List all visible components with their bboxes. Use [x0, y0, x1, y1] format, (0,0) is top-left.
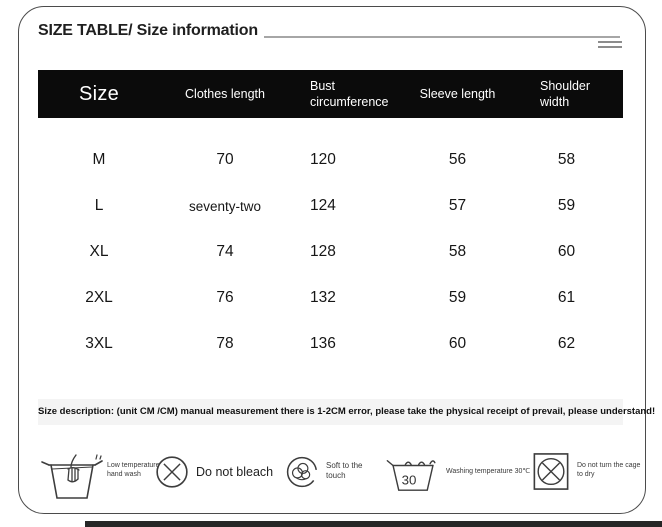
- size-table-body: M 70 120 56 58 L seventy-two 124 57 59 X…: [38, 137, 623, 367]
- cell-clothes: 78: [216, 335, 234, 352]
- care-label-do-not-tumble-dry: Do not turn the cage to dry: [577, 462, 641, 479]
- cell-bust: 128: [310, 243, 336, 260]
- cell-clothes: 76: [216, 289, 234, 306]
- cell-clothes: 74: [216, 243, 234, 260]
- soft-touch-icon: [284, 454, 320, 490]
- cell-bust: 124: [310, 197, 336, 214]
- size-description-note: Size description: (unit CM /CM) manual m…: [38, 399, 655, 425]
- column-header-size: Size: [78, 83, 120, 105]
- size-table-header: Size Clothes length Bust circumference S…: [38, 70, 623, 118]
- hand-wash-icon: [40, 452, 104, 502]
- table-row: XL 74 128 58 60: [38, 229, 623, 275]
- cell-clothes: 70: [216, 151, 234, 168]
- cell-size: M: [92, 151, 106, 168]
- wash-temperature-value: 30: [402, 473, 417, 488]
- equals-lines-icon: [598, 41, 622, 49]
- cell-bust: 120: [310, 151, 336, 168]
- column-header-shoulder: Shoulder width: [540, 78, 591, 109]
- cell-size: 2XL: [85, 289, 113, 306]
- cell-shoulder: 61: [557, 289, 576, 306]
- page-title: SIZE TABLE/ Size information: [38, 22, 258, 39]
- column-header-sleeve: Sleeve length: [419, 86, 496, 101]
- cell-sleeve: 58: [448, 243, 467, 260]
- column-header-clothes: Clothes length: [185, 86, 265, 101]
- cell-bust: 136: [310, 335, 336, 352]
- cell-sleeve: 56: [448, 151, 467, 168]
- bottom-divider-bar: [85, 521, 662, 527]
- table-row: 2XL 76 132 59 61: [38, 275, 623, 321]
- cell-sleeve: 59: [448, 289, 467, 306]
- cell-size: XL: [89, 243, 109, 260]
- cell-sleeve: 57: [448, 197, 467, 214]
- title-divider: [264, 36, 620, 38]
- cell-shoulder: 60: [557, 243, 576, 260]
- do-not-tumble-dry-icon: [532, 451, 570, 492]
- care-label-wash-temperature: Washing temperature 30℃: [446, 468, 531, 475]
- cell-size: L: [94, 197, 104, 214]
- wash-temperature-icon: 30: [386, 456, 440, 494]
- table-row: 3XL 78 136 60 62: [38, 321, 623, 367]
- do-not-bleach-icon: [154, 454, 190, 490]
- care-label-hand-wash: Low temperature hand wash: [107, 462, 160, 479]
- cell-shoulder: 58: [557, 151, 576, 168]
- care-instructions-row: Low temperature hand wash Do not bleach …: [0, 445, 662, 507]
- cell-shoulder: 59: [557, 197, 576, 214]
- cell-shoulder: 62: [557, 335, 576, 352]
- care-label-do-not-bleach: Do not bleach: [196, 465, 274, 479]
- cell-clothes: seventy-two: [188, 198, 262, 214]
- table-row: L seventy-two 124 57 59: [38, 183, 623, 229]
- cell-bust: 132: [310, 289, 336, 306]
- table-row: M 70 120 56 58: [38, 137, 623, 183]
- cell-size: 3XL: [85, 335, 113, 352]
- column-header-bust: Bust circumference: [310, 78, 389, 109]
- cell-sleeve: 60: [448, 335, 467, 352]
- care-label-soft-touch: Soft to the touch: [326, 461, 363, 481]
